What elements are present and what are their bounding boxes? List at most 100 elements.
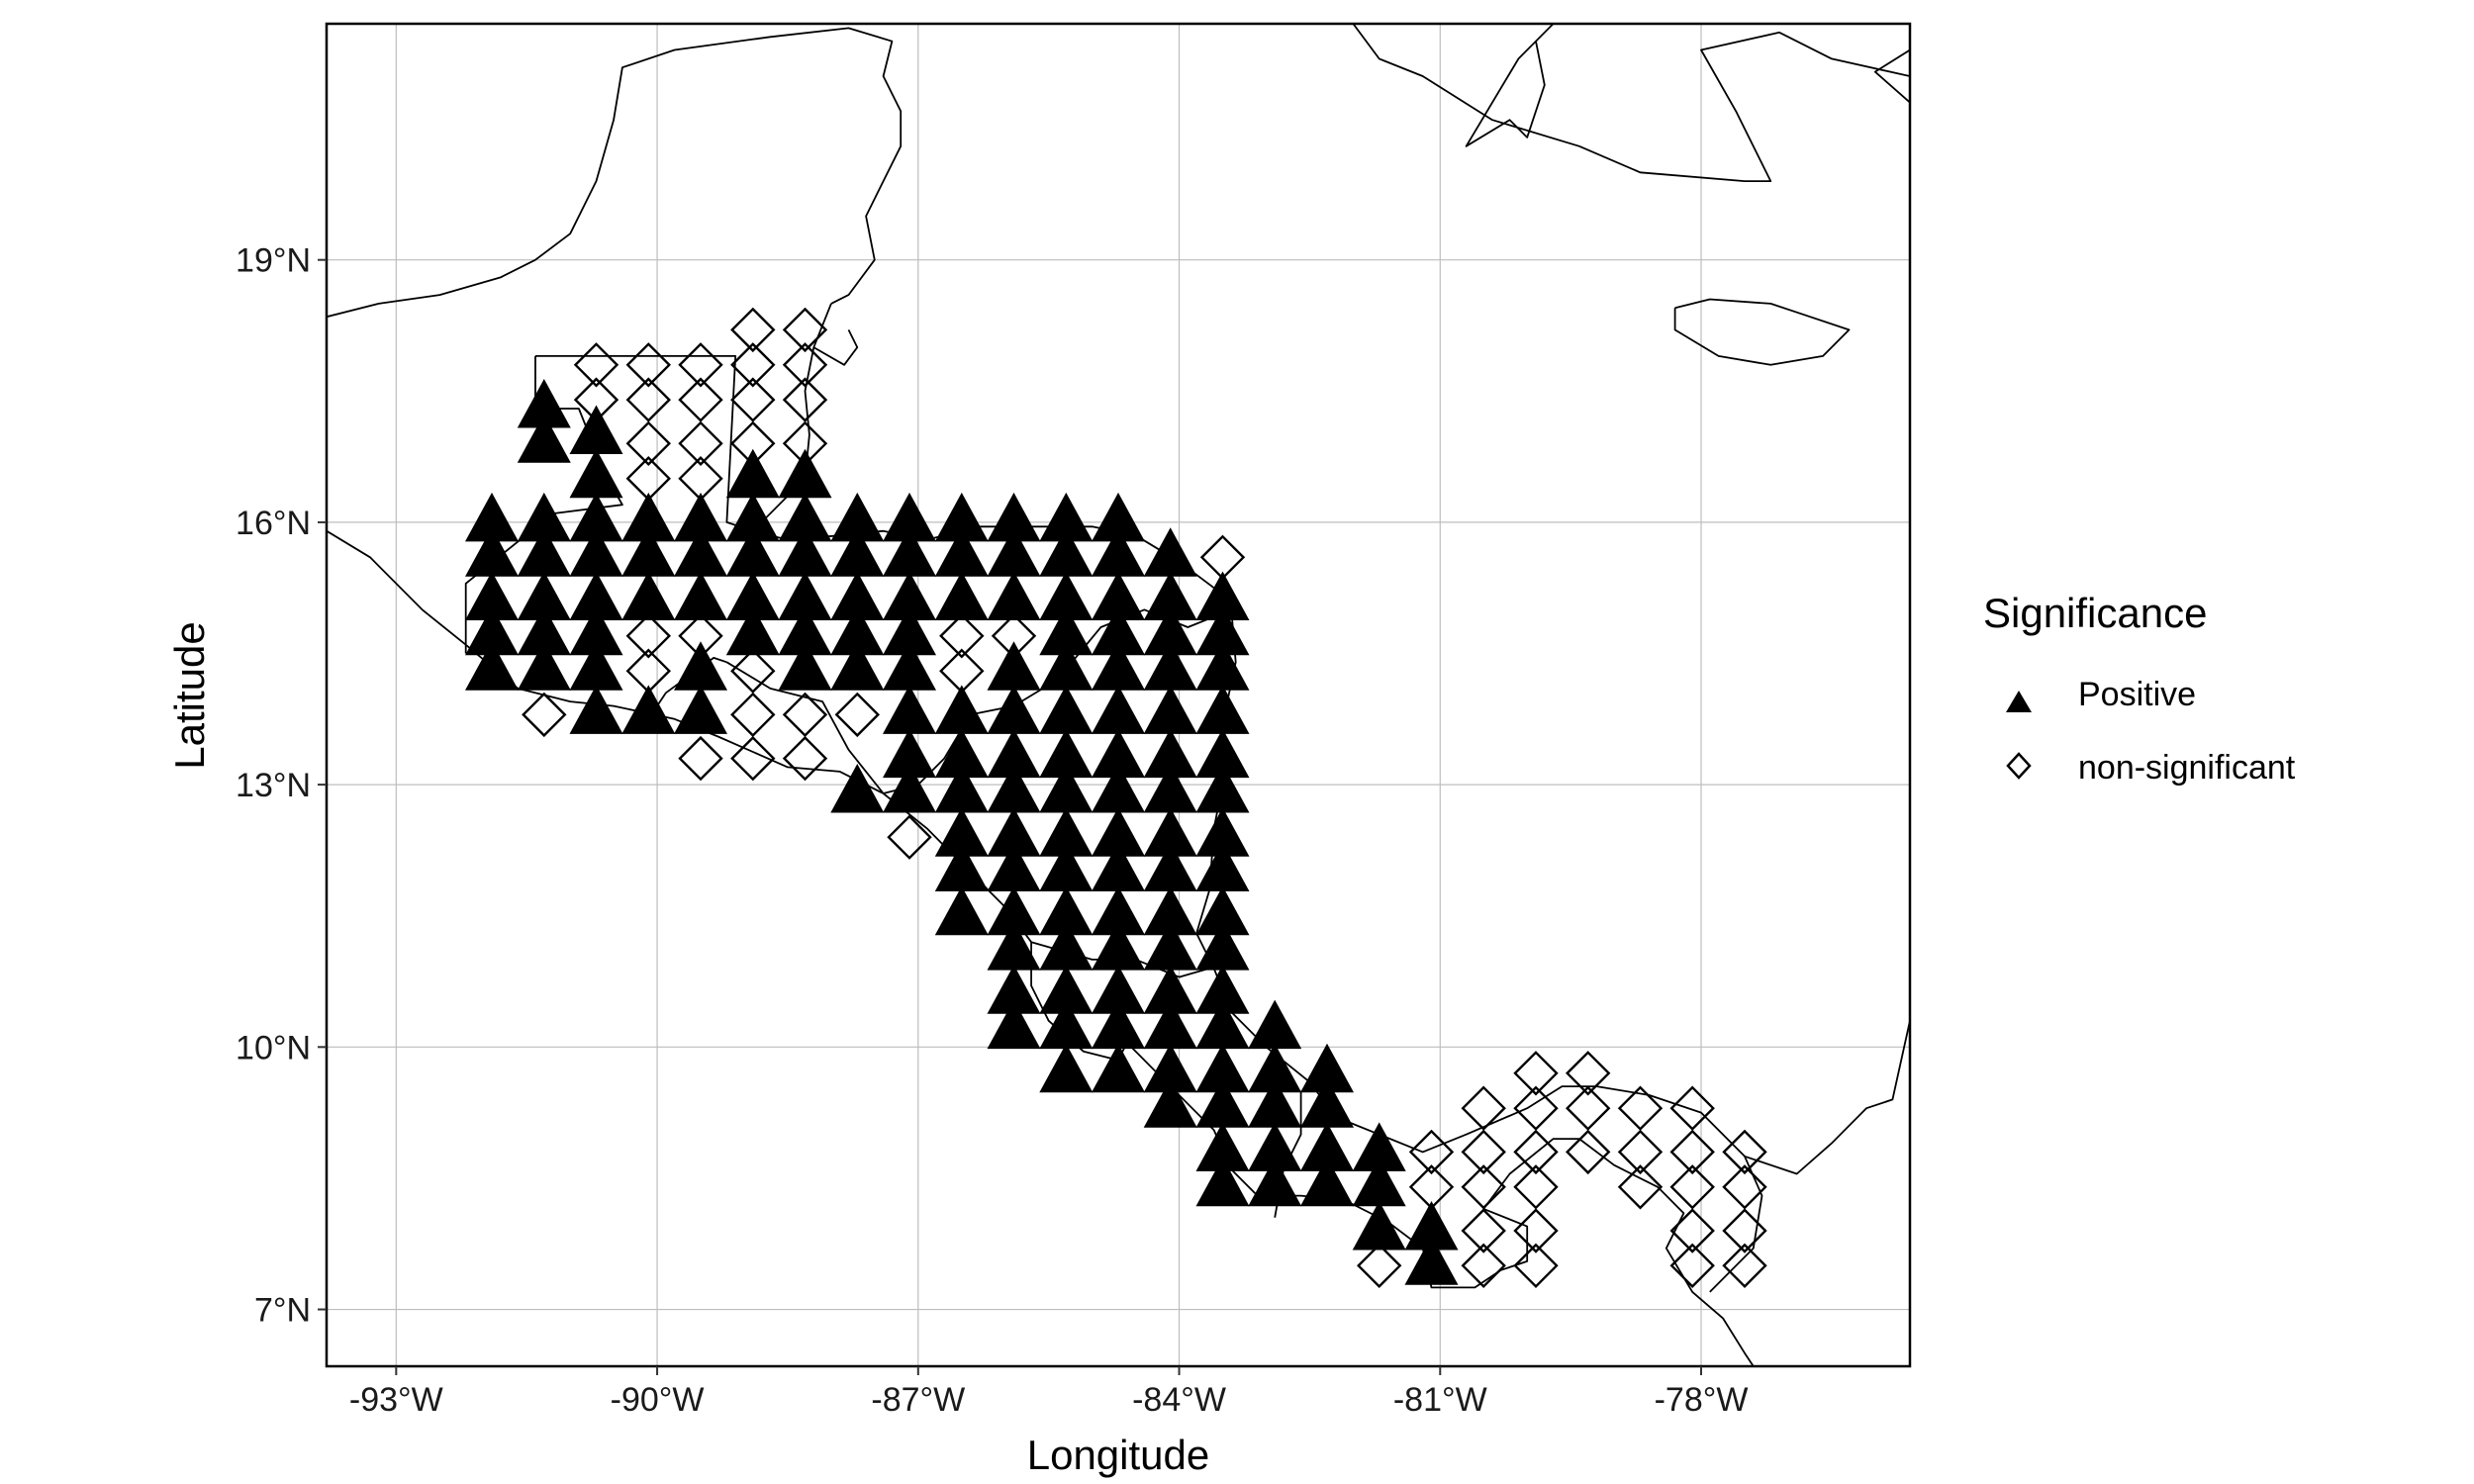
positive-triangle-marker: [1092, 641, 1145, 691]
non-significant-diamond-marker: [1722, 1164, 1767, 1210]
positive-triangle-marker: [725, 527, 780, 577]
positive-triangle-marker: [517, 414, 571, 463]
positive-triangle-marker: [883, 641, 936, 691]
country-border: [725, 661, 885, 794]
positive-triangle-marker: [883, 728, 936, 779]
positive-triangle-marker: [1039, 685, 1094, 734]
non-significant-diamond-marker: [1722, 1208, 1767, 1253]
positive-triangle-marker: [1143, 1043, 1197, 1093]
positive-triangle-marker: [987, 764, 1041, 813]
positive-triangle-marker: [674, 571, 727, 620]
positive-triangle-marker: [569, 641, 623, 691]
positive-triangle-marker: [1143, 527, 1197, 577]
non-significant-diamond-marker: [1513, 1085, 1559, 1131]
positive-triangle-marker: [725, 571, 780, 620]
x-tick-label: -78°W: [1655, 1381, 1749, 1419]
positive-triangle-marker: [934, 842, 989, 891]
positive-triangle-marker: [517, 641, 571, 691]
positive-triangle-marker: [1195, 885, 1250, 936]
non-significant-diamond-marker: [730, 377, 776, 422]
positive-triangle-marker: [517, 571, 571, 620]
non-significant-diamond-marker: [625, 377, 671, 422]
positive-triangle-marker: [1195, 1043, 1250, 1093]
positive-triangle-marker: [987, 527, 1041, 577]
positive-triangle-marker: [1039, 764, 1094, 813]
coastline: [1873, 48, 1910, 104]
positive-triangle-marker: [465, 605, 519, 656]
positive-triangle-marker: [1300, 1122, 1354, 1171]
positive-triangle-marker: [725, 448, 780, 499]
non-significant-diamond-marker: [939, 613, 985, 659]
legend-title: Significance: [1983, 590, 2207, 636]
positive-triangle-marker: [1092, 885, 1145, 936]
positive-triangle-marker: [1092, 571, 1145, 620]
non-significant-diamond-marker: [1722, 1243, 1767, 1288]
non-significant-diamond-marker: [625, 420, 671, 466]
positive-triangle-marker: [778, 492, 832, 542]
non-significant-diamond-marker: [782, 735, 828, 782]
positive-triangle-marker: [934, 571, 989, 620]
legend-non-significant-diamond-icon: [2006, 752, 2032, 780]
non-significant-diamond-marker: [678, 420, 723, 466]
positive-triangle-marker: [1143, 764, 1197, 813]
positive-triangle-marker: [674, 685, 727, 734]
non-significant-diamond-marker: [1669, 1208, 1715, 1253]
positive-triangle-marker: [621, 527, 676, 577]
positive-triangle-marker: [1039, 605, 1094, 656]
positive-triangle-marker: [1039, 728, 1094, 779]
y-tick-label: 19°N: [236, 242, 311, 280]
non-significant-diamond-marker: [625, 613, 671, 659]
positive-triangle-marker: [1300, 1157, 1354, 1207]
non-significant-diamond-marker: [1513, 1243, 1559, 1288]
positive-triangle-marker: [1195, 685, 1250, 734]
positive-triangle-marker: [987, 965, 1041, 1014]
positive-triangle-marker: [1195, 728, 1250, 779]
positive-triangle-marker: [1092, 1043, 1145, 1093]
positive-triangle-marker: [1143, 641, 1197, 691]
positive-triangle-marker: [569, 571, 623, 620]
positive-triangle-marker: [1092, 605, 1145, 656]
positive-triangle-marker: [1248, 1078, 1302, 1128]
positive-triangle-marker: [1039, 807, 1094, 857]
non-significant-diamond-marker: [1617, 1164, 1664, 1210]
positive-triangle-marker: [1143, 807, 1197, 857]
positive-triangle-marker: [987, 492, 1041, 542]
x-tick-label: -87°W: [871, 1381, 965, 1419]
positive-triangle-marker: [1195, 1157, 1250, 1207]
positive-triangle-marker: [1248, 999, 1302, 1050]
positive-triangle-marker: [1039, 571, 1094, 620]
non-significant-diamond-marker: [730, 342, 776, 388]
positive-triangle-marker: [1092, 728, 1145, 779]
positive-triangle-marker: [1195, 571, 1250, 620]
positive-triangle-marker: [1092, 685, 1145, 734]
positive-triangle-marker: [569, 605, 623, 656]
non-significant-diamond-marker: [782, 377, 828, 422]
non-significant-diamond-marker: [1566, 1085, 1611, 1131]
positive-triangle-marker: [1092, 842, 1145, 891]
positive-triangle-marker: [674, 527, 727, 577]
non-significant-diamond-marker: [1722, 1129, 1767, 1175]
non-significant-diamond-marker: [730, 735, 776, 782]
positive-triangle-marker: [934, 807, 989, 857]
non-significant-diamond-marker: [522, 692, 567, 738]
positive-triangle-marker: [1248, 1122, 1302, 1171]
positive-triangle-marker: [1195, 921, 1250, 971]
positive-triangle-marker: [987, 571, 1041, 620]
positive-triangle-marker: [830, 605, 885, 656]
positive-triangle-marker: [725, 492, 780, 542]
y-tick-label: 16°N: [236, 505, 311, 542]
positive-triangle-marker: [934, 885, 989, 936]
positive-triangle-marker: [1195, 965, 1250, 1014]
non-significant-diamond-marker: [1669, 1129, 1715, 1175]
non-significant-diamond-marker: [730, 420, 776, 466]
non-significant-diamond-marker: [1461, 1243, 1506, 1288]
legend: Significance Positive non-significant: [1983, 590, 2296, 787]
positive-triangle-marker: [1195, 605, 1250, 656]
non-significant-diamond-marker: [1408, 1164, 1455, 1210]
non-significant-diamond-marker: [1669, 1243, 1715, 1288]
non-significant-diamond-marker: [1617, 1085, 1664, 1131]
non-significant-diamond-marker: [678, 735, 723, 782]
positive-triangle-marker: [1092, 921, 1145, 971]
non-significant-diamond-marker: [1199, 534, 1246, 580]
legend-label-positive: Positive: [2078, 676, 2196, 713]
